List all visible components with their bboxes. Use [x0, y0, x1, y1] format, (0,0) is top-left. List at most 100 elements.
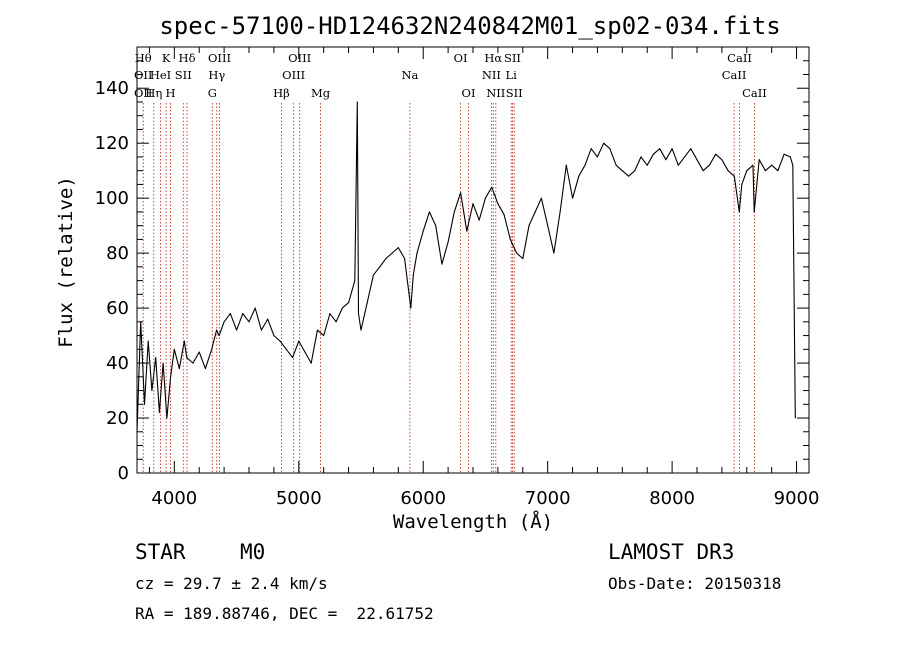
- data-point: [792, 164, 794, 166]
- data-point: [356, 101, 358, 103]
- data-point: [677, 164, 679, 166]
- data-point: [267, 318, 269, 320]
- line-marker-label: OI: [462, 86, 476, 100]
- data-point: [385, 258, 387, 260]
- survey-name: LAMOST DR3: [608, 540, 735, 564]
- data-point: [634, 170, 636, 172]
- line-marker-label: Na: [401, 68, 418, 82]
- line-marker-label: Hγ: [208, 68, 225, 82]
- data-point: [753, 211, 755, 213]
- data-point: [218, 335, 220, 337]
- line-marker-label: HeI: [150, 68, 171, 82]
- data-point: [565, 164, 567, 166]
- data-point: [596, 156, 598, 158]
- x-tick-label: 4000: [151, 488, 197, 509]
- data-point: [204, 368, 206, 370]
- data-point: [341, 307, 343, 309]
- data-point: [279, 340, 281, 342]
- data-point: [528, 225, 530, 227]
- data-point: [690, 148, 692, 150]
- data-point: [453, 211, 455, 213]
- subclass: M0: [240, 540, 266, 564]
- line-marker-label: SII: [175, 68, 192, 82]
- data-point: [509, 238, 511, 240]
- data-point: [348, 302, 350, 304]
- data-point: [572, 197, 574, 199]
- line-marker-label: Hα: [484, 51, 502, 65]
- data-point: [329, 313, 331, 315]
- data-point: [721, 159, 723, 161]
- data-point: [727, 170, 729, 172]
- line-marker-label: Hθ: [135, 51, 152, 65]
- data-point: [478, 219, 480, 221]
- y-axis-label: Flux (relative): [55, 176, 77, 348]
- data-point: [186, 357, 188, 359]
- data-point: [335, 321, 337, 323]
- data-point: [559, 211, 561, 213]
- line-marker-label: CaII: [727, 51, 752, 65]
- series-flux: [136, 101, 796, 432]
- data-point: [491, 186, 493, 188]
- data-point: [379, 266, 381, 268]
- y-tick-label: 80: [106, 243, 129, 264]
- obs-date: Obs-Date: 20150318: [608, 574, 782, 593]
- data-point: [497, 203, 499, 205]
- y-tick-label: 0: [118, 463, 129, 484]
- data-point: [229, 313, 231, 315]
- data-point: [659, 148, 661, 150]
- y-tick-label: 40: [106, 353, 129, 374]
- data-point: [147, 340, 149, 342]
- data-point: [173, 348, 175, 350]
- data-point: [578, 175, 580, 177]
- line-marker-label: OII: [134, 68, 153, 82]
- line-marker-label: H: [165, 86, 175, 100]
- data-point: [621, 170, 623, 172]
- y-tick-label: 100: [95, 188, 129, 209]
- x-tick-label: 5000: [276, 488, 322, 509]
- data-point: [590, 148, 592, 150]
- object-class: STAR: [135, 540, 186, 564]
- data-point: [435, 225, 437, 227]
- data-point: [534, 211, 536, 213]
- x-tick-label: 7000: [525, 488, 571, 509]
- data-point: [671, 148, 673, 150]
- data-point: [646, 164, 648, 166]
- data-point: [609, 148, 611, 150]
- line-marker-label: NII: [486, 86, 505, 100]
- line-marker-label: Hδ: [179, 51, 196, 65]
- data-point: [460, 192, 462, 194]
- redshift-cz: cz = 29.7 ± 2.4 km/s: [135, 574, 328, 593]
- data-point: [144, 403, 145, 405]
- data-point: [640, 156, 642, 158]
- data-point: [298, 340, 300, 342]
- data-point: [794, 417, 796, 419]
- data-point: [758, 159, 760, 161]
- line-marker-label: G: [208, 86, 217, 100]
- data-point: [404, 258, 406, 260]
- data-point: [547, 225, 549, 227]
- data-point: [410, 307, 412, 309]
- line-marker-label: Mg: [311, 86, 331, 100]
- data-point: [738, 211, 740, 213]
- y-tick-label: 120: [95, 133, 129, 154]
- data-point: [273, 335, 275, 337]
- line-marker-label: Li: [506, 68, 518, 82]
- data-point: [584, 164, 586, 166]
- data-point: [696, 159, 698, 161]
- line-marker-label: K: [162, 51, 171, 65]
- data-point: [466, 230, 468, 232]
- data-point: [151, 390, 153, 391]
- data-point: [553, 252, 555, 254]
- data-point: [192, 362, 194, 364]
- line-marker-label: OIII: [208, 51, 231, 65]
- data-point: [155, 357, 157, 359]
- line-marker-label: NII: [482, 68, 501, 82]
- data-point: [752, 164, 754, 166]
- x-tick-label: 9000: [774, 488, 820, 509]
- data-point: [708, 164, 710, 166]
- data-point: [540, 197, 542, 199]
- data-point: [360, 329, 362, 331]
- data-point: [665, 159, 667, 161]
- data-point: [292, 357, 294, 359]
- line-marker-label: Hβ: [273, 86, 290, 100]
